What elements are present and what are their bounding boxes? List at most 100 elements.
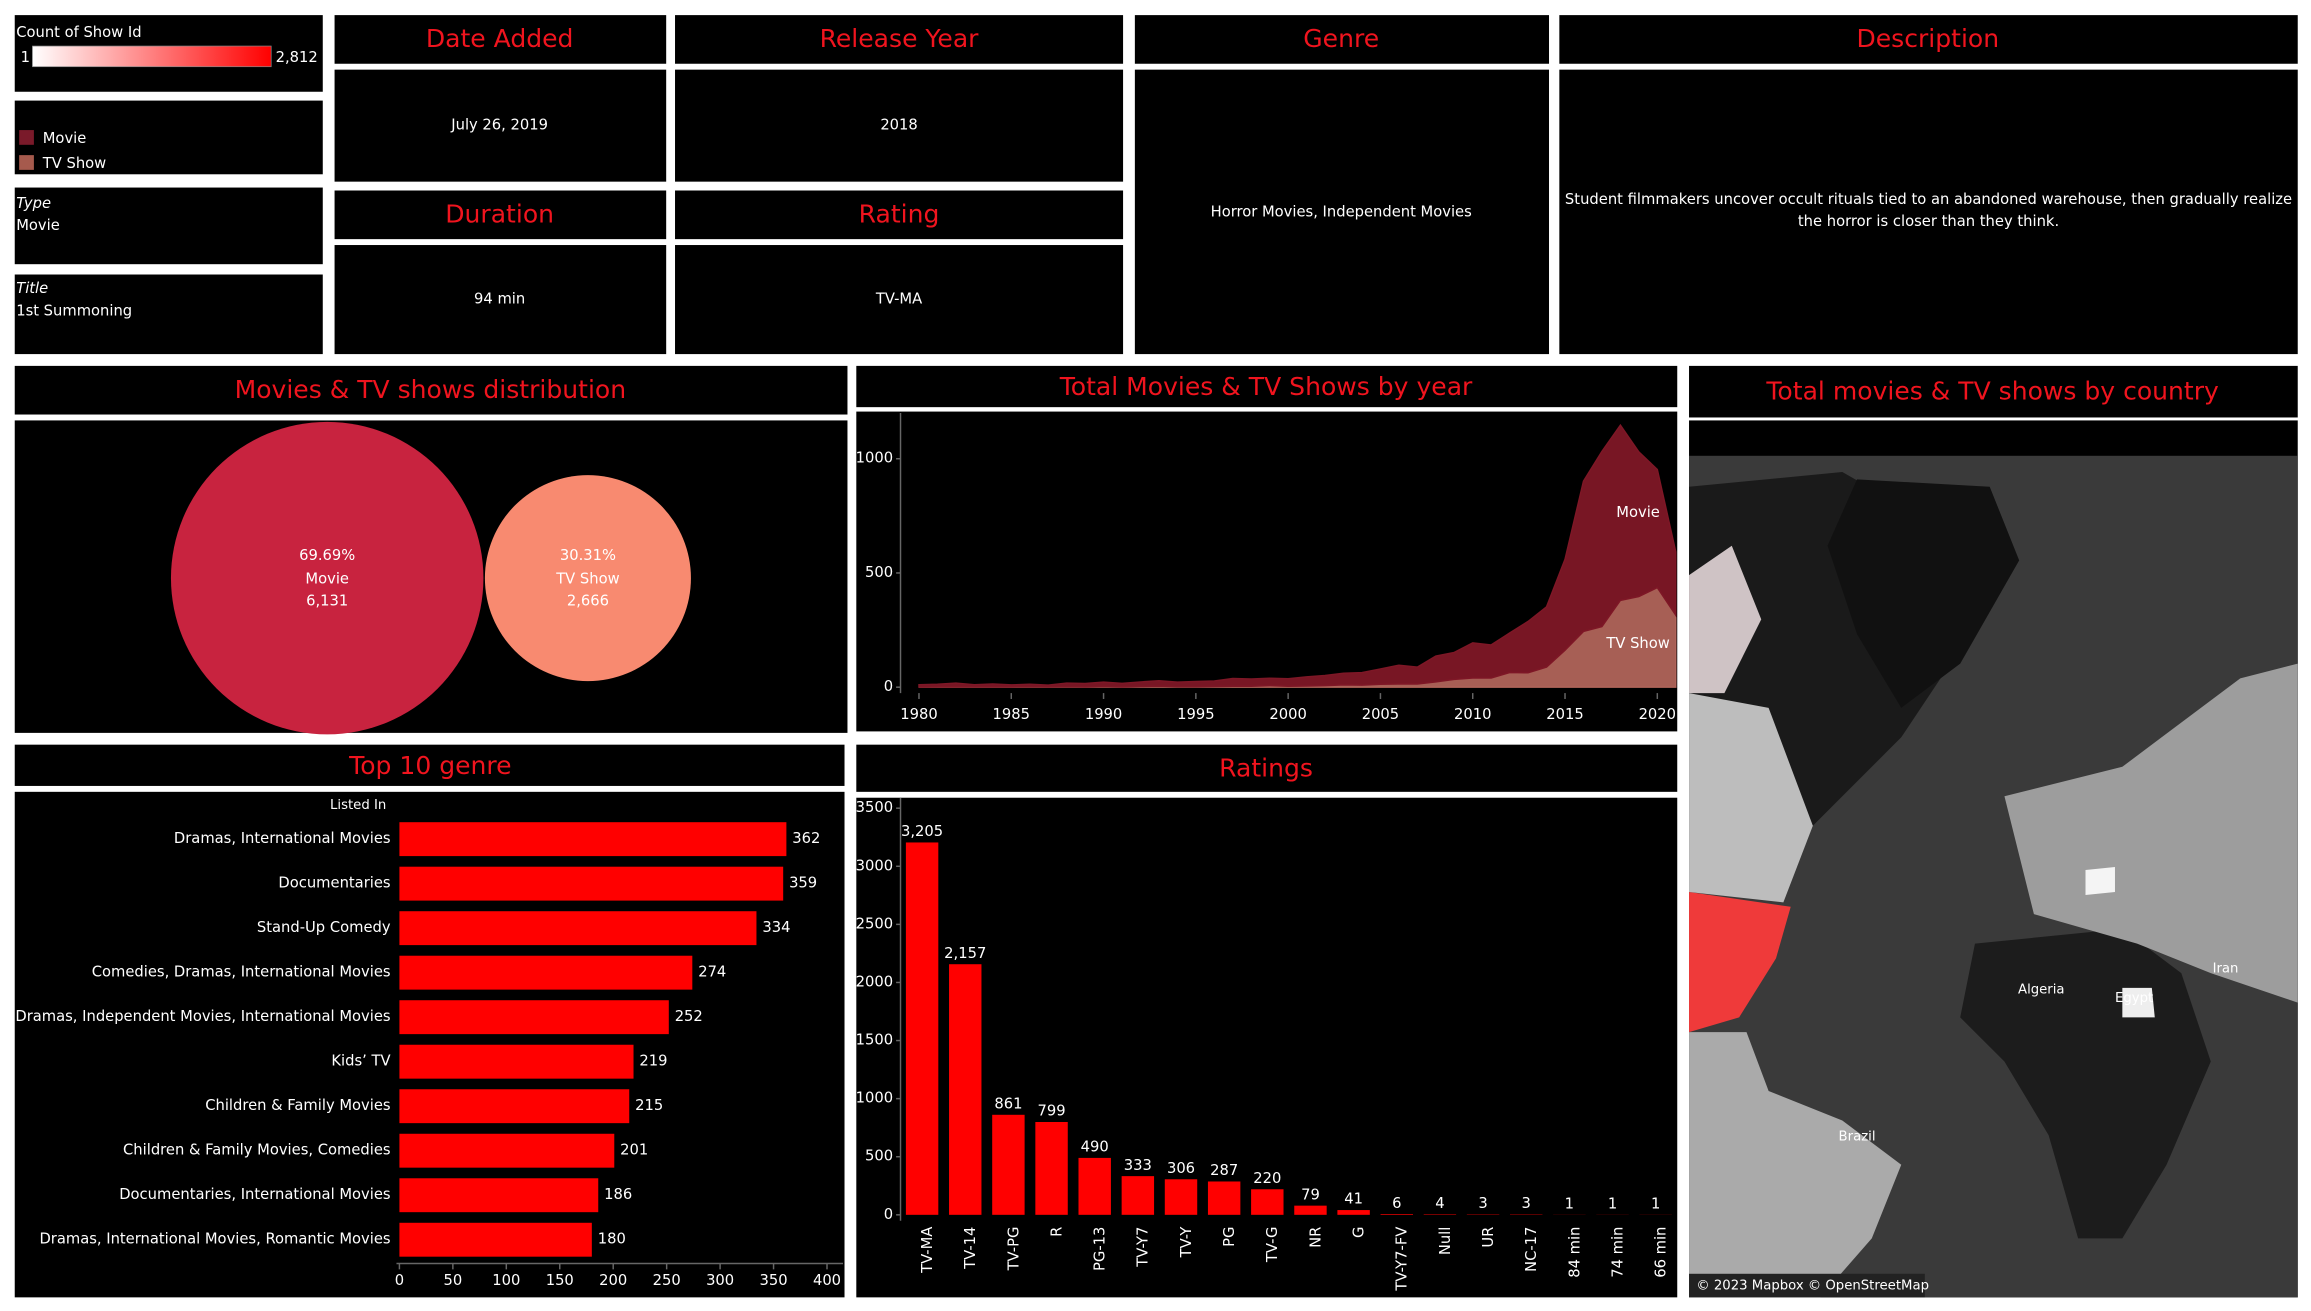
x-tick-label: 100 xyxy=(492,1272,520,1289)
value-label: 6 xyxy=(1392,1195,1401,1212)
y-tick-label: 500 xyxy=(865,1148,893,1165)
value-label: 252 xyxy=(675,1008,703,1025)
bar xyxy=(399,1044,634,1079)
filter-panel[interactable] xyxy=(14,274,323,355)
chart-header xyxy=(856,365,1678,408)
chart-title: Total Movies & TV Shows by year xyxy=(1059,372,1473,401)
bubble-percent: 30.31% xyxy=(560,547,616,564)
bar xyxy=(1251,1189,1284,1215)
y-tick-label: 3000 xyxy=(856,857,893,874)
bar xyxy=(399,866,784,901)
x-tick-label: 150 xyxy=(546,1272,574,1289)
bar xyxy=(1164,1179,1198,1215)
value-label: 274 xyxy=(698,964,726,981)
card-header xyxy=(675,190,1124,240)
map-label: Iran xyxy=(2213,962,2239,977)
value-label: 219 xyxy=(639,1053,667,1070)
map-land xyxy=(1827,479,2020,708)
x-tick-label: 0 xyxy=(395,1272,404,1289)
chart-title: Movies & TV shows distribution xyxy=(235,375,627,404)
x-tick-label: G xyxy=(1351,1227,1368,1238)
map-land xyxy=(1689,545,1762,694)
x-tick-label: 2005 xyxy=(1362,706,1399,723)
bar xyxy=(1380,1214,1413,1215)
axis-label: Listed In xyxy=(330,798,386,813)
bar xyxy=(1207,1181,1241,1215)
bar xyxy=(1121,1176,1155,1215)
bubble-category: TV Show xyxy=(555,571,619,588)
bar xyxy=(399,911,757,946)
bar xyxy=(905,842,939,1215)
bar xyxy=(399,1089,630,1124)
map-land xyxy=(2122,987,2155,1018)
value-label: 41 xyxy=(1344,1191,1363,1208)
card-value: July 26, 2019 xyxy=(450,117,548,134)
x-tick-label: NC-17 xyxy=(1523,1227,1540,1272)
category-label: Documentaries xyxy=(278,875,390,892)
value-label: 3 xyxy=(1522,1195,1531,1212)
map-land xyxy=(1689,892,1791,1033)
value-label: 220 xyxy=(1253,1170,1281,1187)
value-label: 4 xyxy=(1435,1195,1444,1212)
x-tick-label: 2010 xyxy=(1454,706,1491,723)
filter-value[interactable]: 1st Summoning xyxy=(16,302,132,319)
x-tick-label: TV-Y xyxy=(1178,1226,1195,1259)
card-header xyxy=(675,15,1124,64)
card-title: Genre xyxy=(1303,24,1379,53)
area xyxy=(918,423,1677,688)
value-label: 201 xyxy=(620,1142,648,1159)
x-tick-label: TV-MA xyxy=(919,1227,936,1274)
category-label: Children & Family Movies, Comedies xyxy=(123,1142,391,1159)
card-value: 94 min xyxy=(474,291,525,308)
x-tick-label: R xyxy=(1048,1227,1065,1237)
x-tick-label: TV-G xyxy=(1264,1227,1281,1263)
x-tick-label: 200 xyxy=(599,1272,627,1289)
x-tick-label: 1985 xyxy=(993,706,1030,723)
value-label: 799 xyxy=(1038,1103,1066,1120)
x-tick-label: PG xyxy=(1221,1227,1238,1247)
y-tick-label: 1000 xyxy=(856,450,893,467)
value-label: 306 xyxy=(1167,1160,1195,1177)
chart-title: Top 10 genre xyxy=(348,751,511,780)
type-legend-panel xyxy=(14,100,323,175)
card-body xyxy=(334,245,667,355)
bubble-percent: 69.69% xyxy=(299,547,355,564)
card-body xyxy=(334,69,667,182)
color-ramp xyxy=(32,45,272,68)
bar xyxy=(399,1178,599,1213)
x-tick-label: NR xyxy=(1307,1227,1324,1248)
y-tick-label: 2500 xyxy=(856,915,893,932)
filter-panel[interactable] xyxy=(14,187,323,265)
category-label: Kids’ TV xyxy=(331,1053,390,1070)
card-title: Date Added xyxy=(426,24,574,53)
x-tick-label: 2000 xyxy=(1269,706,1306,723)
series-label: Movie xyxy=(1616,504,1660,521)
x-tick-label: 400 xyxy=(813,1272,841,1289)
bar xyxy=(1035,1121,1068,1215)
value-label: 333 xyxy=(1124,1157,1152,1174)
value-label: 287 xyxy=(1210,1162,1238,1179)
filter-value[interactable]: Movie xyxy=(16,217,60,234)
filter-label: Title xyxy=(16,280,48,297)
legend-swatch xyxy=(19,155,34,170)
map[interactable] xyxy=(1689,455,2298,1298)
map-attribution[interactable]: © 2023 Mapbox © OpenStreetMap xyxy=(1696,1279,1929,1294)
value-label: 1 xyxy=(1565,1195,1574,1212)
x-tick-label: 1980 xyxy=(900,706,937,723)
card-header xyxy=(334,15,667,64)
category-label: Children & Family Movies xyxy=(205,1097,390,1114)
y-tick-label: 1500 xyxy=(856,1032,893,1049)
chart-header xyxy=(1689,365,2298,418)
x-tick-label: PG-13 xyxy=(1092,1227,1109,1271)
x-tick-label: 300 xyxy=(706,1272,734,1289)
legend-label: TV Show xyxy=(42,155,106,172)
bar xyxy=(399,955,693,990)
bubble-value: 6,131 xyxy=(306,593,348,610)
card-value: TV-MA xyxy=(875,291,922,308)
y-tick-label: 500 xyxy=(865,564,893,581)
bar xyxy=(399,1133,615,1168)
bubble xyxy=(170,421,484,735)
x-tick-label: 2020 xyxy=(1639,706,1676,723)
x-tick-label: 350 xyxy=(760,1272,788,1289)
card-title: Release Year xyxy=(820,24,980,53)
